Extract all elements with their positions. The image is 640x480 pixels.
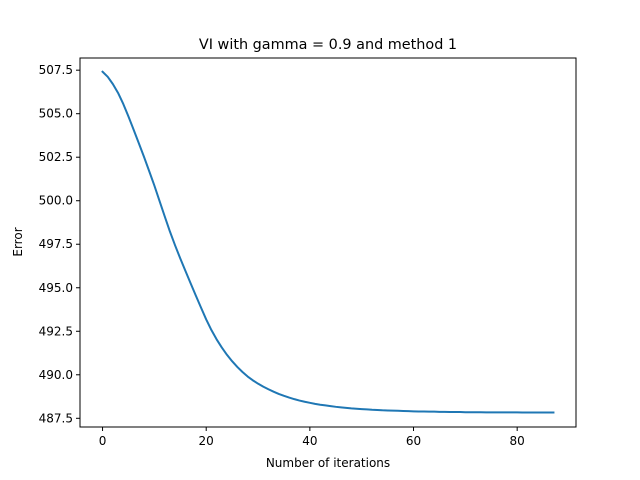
series-layer xyxy=(101,70,555,414)
plot-area: 0 20 40 60 80 487.5 490.0 492.5 495.0 497.5 500.0… xyxy=(39,57,577,448)
x-tick-label: 20 xyxy=(199,434,214,448)
axes-background xyxy=(80,58,576,427)
x-axis-ticks: 0 20 40 60 80 xyxy=(99,427,525,448)
y-tick-label: 487.5 xyxy=(39,411,73,425)
axes-frame xyxy=(79,57,577,428)
x-tick-label: 40 xyxy=(302,434,317,448)
y-tick-label: 500.0 xyxy=(39,194,73,208)
y-tick-label: 507.5 xyxy=(39,63,73,77)
chart-title: VI with gamma = 0.9 and method 1 xyxy=(199,37,457,53)
series-line-1 xyxy=(101,70,555,414)
y-axis-label: Error xyxy=(11,227,25,256)
y-axis-ticks: 487.5 490.0 492.5 495.0 497.5 500.0 502.5 505.0… xyxy=(39,63,80,425)
x-axis-label: Number of iterations xyxy=(266,456,390,470)
y-tick-label: 490.0 xyxy=(39,368,73,382)
y-tick-label: 502.5 xyxy=(39,150,73,164)
x-tick-label: 80 xyxy=(510,434,525,448)
y-tick-label: 505.0 xyxy=(39,107,73,121)
y-tick-label: 495.0 xyxy=(39,281,73,295)
y-tick-label: 492.5 xyxy=(39,324,73,338)
x-tick-label: 60 xyxy=(406,434,421,448)
x-tick-label: 0 xyxy=(99,434,107,448)
y-tick-label: 497.5 xyxy=(39,237,73,251)
